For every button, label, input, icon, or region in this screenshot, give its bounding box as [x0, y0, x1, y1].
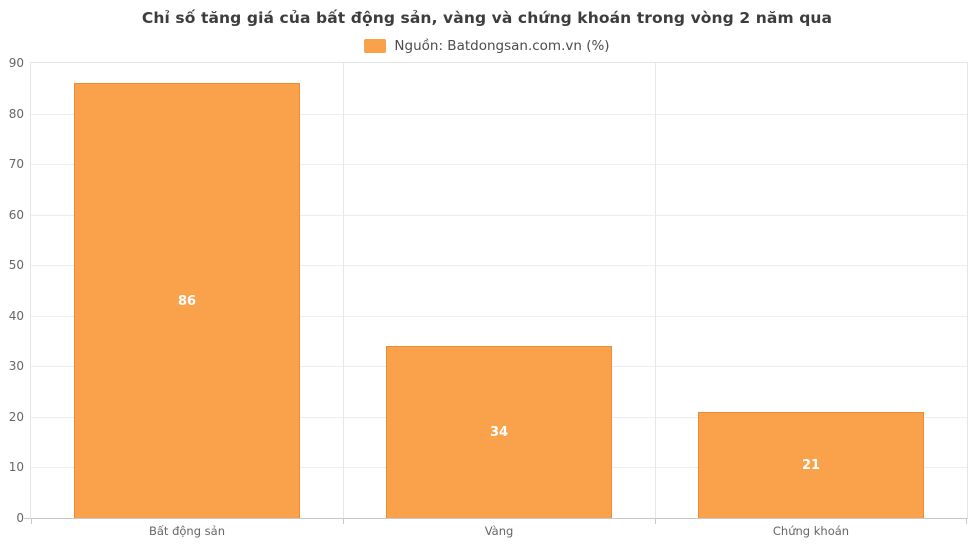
- y-axis-label: 90: [8, 56, 24, 70]
- x-axis-tick: [655, 519, 656, 524]
- legend-label: Nguồn: Batdongsan.com.vn (%): [394, 38, 610, 54]
- x-axis-tick: [31, 519, 32, 524]
- y-axis-label: 30: [8, 359, 24, 373]
- y-axis-label: 50: [8, 258, 24, 272]
- gridline-horizontal: [31, 265, 967, 266]
- y-axis-zero-tick: [24, 518, 30, 519]
- x-axis-tick: [343, 519, 344, 524]
- gridline-horizontal: [31, 164, 967, 165]
- gridline-horizontal: [31, 316, 967, 317]
- bar-0[interactable]: 86: [74, 83, 300, 518]
- y-axis-label: 70: [8, 157, 24, 171]
- legend-swatch-icon: [364, 39, 387, 53]
- legend: Nguồn: Batdongsan.com.vn (%): [0, 37, 974, 55]
- x-axis-label: Vàng: [484, 524, 514, 538]
- plot-area: 86 34 21: [30, 62, 968, 519]
- chart-title: Chỉ số tăng giá của bất động sản, vàng v…: [141, 9, 833, 27]
- bar-value-label: 34: [489, 425, 509, 440]
- y-axis-label: 0: [16, 511, 24, 525]
- y-axis-label: 80: [8, 107, 24, 121]
- gridline-horizontal: [31, 215, 967, 216]
- bar-1[interactable]: 34: [386, 346, 612, 518]
- x-axis-tick: [966, 519, 967, 524]
- bar-value-label: 86: [177, 293, 197, 309]
- bar-2[interactable]: 21: [698, 412, 924, 518]
- bar-value-label: 21: [801, 458, 821, 473]
- legend-item[interactable]: Nguồn: Batdongsan.com.vn (%): [364, 38, 610, 54]
- x-axis-label: Bất động sản: [148, 524, 225, 538]
- y-axis-label: 10: [8, 460, 24, 474]
- y-axis-label: 60: [8, 208, 24, 222]
- gridline-vertical: [655, 63, 656, 518]
- x-axis-label: Chứng khoán: [772, 524, 850, 538]
- gridline-vertical: [343, 63, 344, 518]
- y-axis-label: 20: [8, 410, 24, 424]
- y-axis-label: 40: [8, 309, 24, 323]
- gridline-horizontal: [31, 114, 967, 115]
